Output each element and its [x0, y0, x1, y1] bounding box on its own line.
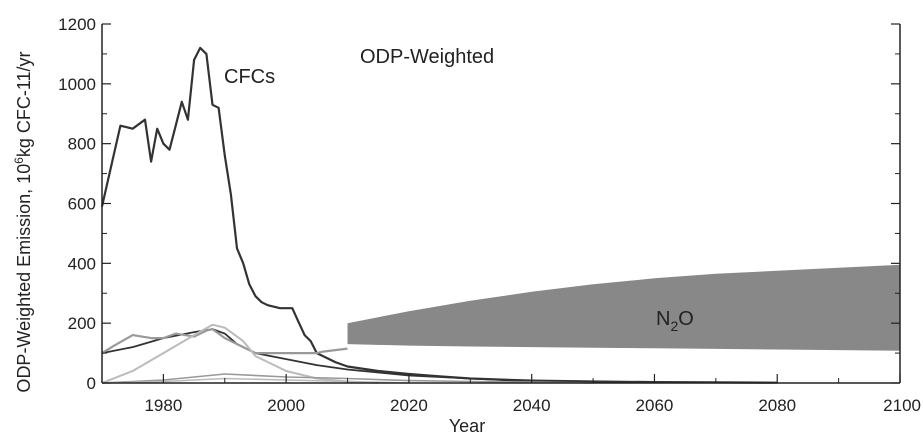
- y-axis-title: ODP-Weighted Emission, 106kg CFC-11/yr: [12, 51, 34, 392]
- x-tick-label: 2100: [883, 396, 921, 415]
- y-tick-label: 200: [68, 314, 96, 333]
- n2o-label-sub: 2: [670, 318, 678, 334]
- y-axis-title-main: ODP-Weighted Emission, 10: [14, 164, 34, 393]
- y-tick-label: 0: [87, 374, 96, 393]
- n2o-label-end: O: [678, 308, 694, 330]
- n2o-label-main: N: [656, 308, 670, 330]
- n2o-band: [347, 264, 900, 351]
- x-tick-label: 2080: [758, 396, 796, 415]
- y-axis-title-rest: kg CFC-11/yr: [14, 51, 34, 157]
- series-line-cfcs: [100, 46, 778, 384]
- y-tick-label: 1200: [58, 15, 96, 34]
- x-tick-label: 2060: [636, 396, 674, 415]
- x-tick-label: 2040: [513, 396, 551, 415]
- y-tick-label: 600: [68, 195, 96, 214]
- tick-layer: 0 200 400 600 800 1000 1200 1980 2000 2020 2040 206…: [58, 15, 921, 415]
- y-axis-title-exponent: 6: [12, 157, 26, 164]
- cfc-label: CFCs: [224, 66, 275, 88]
- series-line-3: [101, 328, 348, 355]
- x-tick-label: 2000: [267, 396, 305, 415]
- y-tick-label: 1000: [58, 75, 96, 94]
- x-tick-label: 1980: [144, 396, 182, 415]
- series-line-6: [101, 377, 409, 384]
- x-tick-label: 2020: [390, 396, 428, 415]
- n2o-band-layer: [347, 264, 900, 351]
- n2o-label: N2O: [656, 308, 694, 334]
- x-axis-title: Year: [449, 416, 485, 435]
- y-tick-label: 800: [68, 135, 96, 154]
- series-line-4: [101, 323, 379, 384]
- panel-label: ODP-Weighted: [360, 46, 494, 68]
- y-tick-label: 400: [68, 254, 96, 273]
